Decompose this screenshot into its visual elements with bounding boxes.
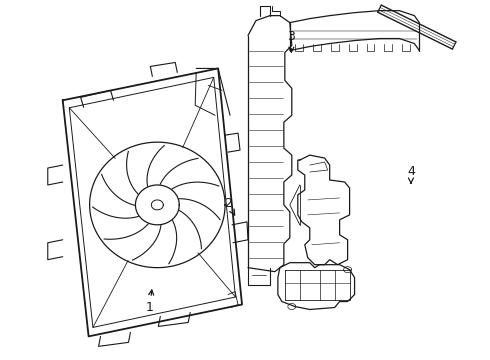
Text: 1: 1 — [146, 290, 154, 314]
Text: 4: 4 — [407, 165, 415, 183]
Text: 3: 3 — [288, 30, 295, 52]
Text: 2: 2 — [224, 197, 235, 215]
